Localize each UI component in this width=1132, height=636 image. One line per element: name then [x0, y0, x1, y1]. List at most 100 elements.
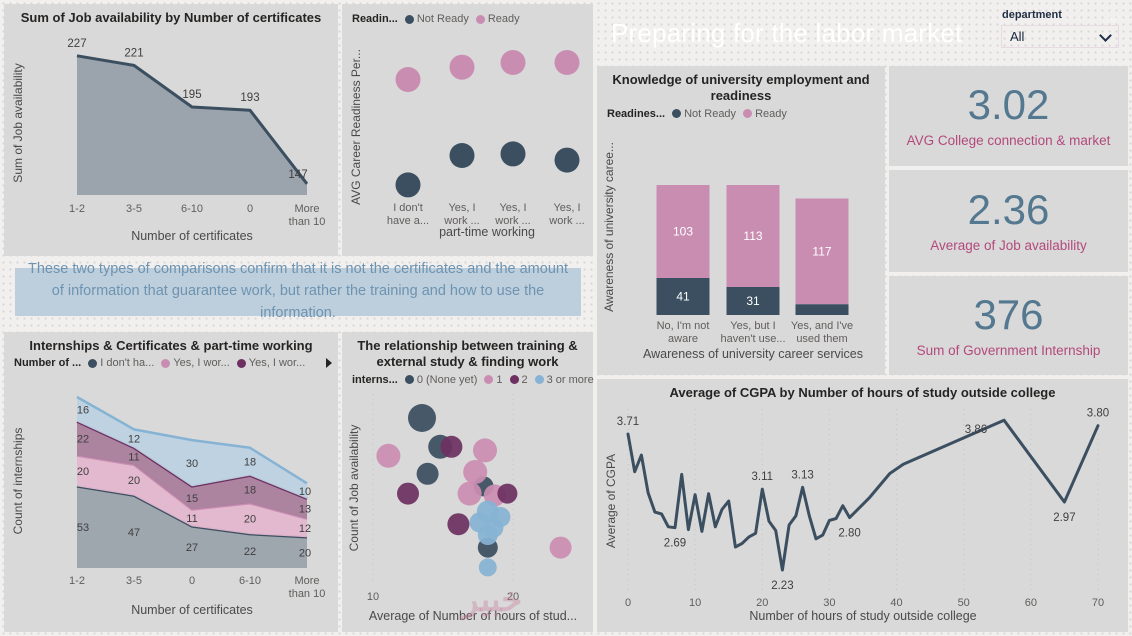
legend-label: 0 (None yet) — [416, 373, 478, 386]
svg-text:41: 41 — [676, 289, 690, 303]
svg-text:2.97: 2.97 — [1053, 512, 1075, 524]
svg-text:Average of CGPA: Average of CGPA — [604, 454, 618, 548]
svg-text:More: More — [294, 575, 319, 587]
legend-item-1[interactable]: 1 — [484, 374, 503, 386]
legend-item-2[interactable]: 2 — [509, 373, 528, 386]
legend: Readin... Not Ready Ready — [348, 10, 587, 27]
svg-text:1-2: 1-2 — [69, 575, 85, 587]
kpi-job-availability[interactable]: 2.36 Average of Job availability — [889, 170, 1128, 272]
kpi-value: 376 — [973, 290, 1044, 338]
svg-text:1-2: 1-2 — [69, 203, 85, 215]
legend-title: Readines... — [607, 107, 666, 120]
svg-text:221: 221 — [124, 48, 143, 60]
svg-text:Awareness of university career: Awareness of university career services — [643, 347, 863, 361]
svg-text:10: 10 — [689, 597, 701, 609]
svg-text:Sum of Job availability: Sum of Job availability — [11, 64, 25, 183]
svg-text:195: 195 — [182, 89, 201, 101]
department-dropdown[interactable]: All — [1001, 25, 1119, 48]
legend-item-ready[interactable]: Ready — [475, 13, 520, 25]
svg-text:70: 70 — [1092, 597, 1104, 609]
legend: interns... 0 (None yet) 1 2 3 or more — [348, 371, 594, 388]
kpi-label: Sum of Government Internship — [916, 342, 1101, 358]
chevron-down-icon — [1099, 28, 1112, 42]
legend-label: 2 — [521, 373, 528, 386]
legend-label: Ready — [755, 107, 787, 120]
svg-text:Number of certificates: Number of certificates — [131, 229, 253, 243]
svg-text:50: 50 — [958, 597, 970, 609]
legend-overflow-arrow-icon[interactable] — [326, 358, 332, 369]
stacked-area-chart[interactable]: 53 47 27 22 20 20 20 11 20 12 22 11 15 18 13 16 12 30 18 10… — [10, 371, 332, 619]
bubble-chart[interactable]: 10 20 Average of Number of hours of stud..… — [348, 388, 587, 624]
insight-note: These two types of comparisons confirm t… — [15, 261, 581, 321]
dashboard-title: Preparing for the labor market — [611, 17, 963, 48]
svg-text:Yes, I: Yes, I — [553, 202, 580, 214]
legend-dot-icon — [236, 358, 246, 368]
chart-title: Knowledge of university employment and r… — [612, 72, 870, 104]
svg-text:10: 10 — [299, 486, 311, 498]
legend-dot-icon — [161, 358, 171, 368]
legend-item-not-ready[interactable]: Not Ready — [672, 108, 736, 120]
card-job-availability-area[interactable]: Sum of Job availability by Number of cer… — [4, 4, 338, 256]
dropdown-value: All — [1010, 29, 1025, 44]
svg-text:60: 60 — [1025, 597, 1037, 609]
legend-item-3[interactable]: Yes, I wor... — [236, 357, 306, 370]
svg-text:0: 0 — [625, 597, 631, 609]
svg-text:2.80: 2.80 — [838, 528, 860, 540]
svg-text:than 10: than 10 — [289, 588, 326, 600]
svg-text:3.11: 3.11 — [752, 471, 774, 483]
legend-dot-icon — [404, 14, 414, 24]
legend-item-ready[interactable]: Ready — [743, 108, 787, 120]
svg-text:3.86: 3.86 — [965, 424, 987, 436]
svg-text:Number of certificates: Number of certificates — [131, 603, 253, 617]
chart-title: Sum of Job availability by Number of cer… — [20, 10, 322, 25]
line-chart[interactable]: 0 10 20 30 40 50 60 70 3.71 2.69 3.11 2.23 3.13 2.80 3… — [603, 401, 1122, 623]
kpi-college-connection[interactable]: 3.02 AVG College connection & market — [889, 66, 1128, 166]
legend: Number of ... I don't ha... Yes, I wor..… — [10, 354, 332, 371]
svg-text:20: 20 — [756, 597, 768, 609]
legend-item-2[interactable]: Yes, I wor... — [161, 357, 230, 370]
department-slicer[interactable]: department All — [992, 4, 1128, 62]
legend-item-not-ready[interactable]: Not Ready — [404, 13, 469, 25]
legend-item-1[interactable]: I don't ha... — [88, 357, 154, 369]
legend-title: Number of ... — [14, 357, 82, 370]
svg-text:11: 11 — [186, 513, 197, 525]
card-training-bubble[interactable]: The relationship between training & exte… — [342, 332, 594, 632]
svg-text:20: 20 — [507, 591, 519, 603]
legend: Readines... Not Ready Ready — [603, 105, 879, 122]
legend-item-3[interactable]: 3 or more — [534, 374, 594, 386]
legend-title: Readin... — [352, 13, 398, 25]
kpi-label: Average of Job availability — [930, 238, 1087, 253]
card-readiness-scatter[interactable]: Readin... Not Ready Ready I don't have a.… — [342, 4, 593, 256]
card-internships-stacked-area[interactable]: Internships & Certificates & part-time w… — [4, 332, 338, 632]
chart-title: The relationship between training & exte… — [357, 338, 578, 370]
svg-text:30: 30 — [823, 597, 835, 609]
legend-item-0[interactable]: 0 (None yet) — [404, 373, 478, 386]
legend-label: Yes, I wor... — [248, 357, 306, 370]
kpi-label: AVG College connection & market — [906, 133, 1111, 148]
svg-text:20: 20 — [244, 514, 256, 526]
svg-text:40: 40 — [890, 597, 902, 609]
kpi-government-internship[interactable]: 376 Sum of Government Internship — [889, 276, 1128, 375]
svg-text:Yes, and I've: Yes, and I've — [791, 320, 853, 332]
svg-text:Number of hours of study outsi: Number of hours of study outside college — [749, 609, 976, 623]
svg-text:Count of Job availability: Count of Job availability — [348, 424, 361, 551]
chart-title: Average of CGPA by Number of hours of st… — [669, 385, 1056, 400]
svg-text:aware: aware — [668, 333, 698, 345]
svg-text:6-10: 6-10 — [239, 575, 261, 587]
dashboard-header: Preparing for the labor market — [597, 4, 986, 62]
svg-text:Yes, I: Yes, I — [448, 202, 475, 214]
svg-text:117: 117 — [812, 244, 831, 258]
card-cgpa-line[interactable]: Average of CGPA by Number of hours of st… — [597, 379, 1128, 632]
insight-note-text: These two types of comparisons confirm t… — [28, 261, 568, 321]
legend-dot-icon — [743, 109, 753, 118]
svg-text:2.69: 2.69 — [664, 538, 686, 550]
svg-text:Awareness of university caree.: Awareness of university caree... — [603, 142, 616, 312]
card-knowledge-stacked-bar[interactable]: Knowledge of university employment and r… — [597, 66, 885, 375]
svg-text:30: 30 — [186, 458, 198, 470]
legend-label: Not Ready — [684, 107, 737, 120]
legend-label: Yes, I wor... — [173, 357, 230, 370]
